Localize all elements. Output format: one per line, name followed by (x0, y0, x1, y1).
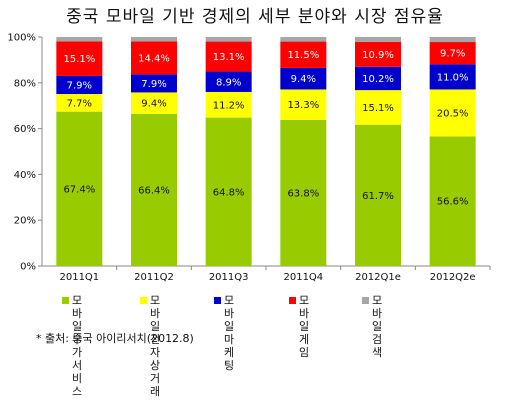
data-label: 64.8% (213, 187, 245, 198)
data-label: 8.9% (216, 77, 241, 88)
data-label: 7.7% (67, 98, 92, 109)
chart-title: 중국 모바일 기반 경제의 세부 분야와 시장 점유율 (66, 7, 444, 27)
bar-segment (355, 37, 401, 42)
bar-segment (355, 41, 401, 67)
bar-segment (205, 117, 252, 266)
bar-segment (131, 113, 177, 266)
bar-segment (205, 41, 252, 72)
bar-segment (280, 41, 327, 68)
bar-segment (429, 37, 476, 43)
bar-segment (205, 71, 252, 92)
data-label: 7.9% (67, 80, 92, 91)
bar-segment (131, 74, 177, 93)
y-tick-label: 80% (14, 78, 36, 89)
data-label: 20.5% (437, 108, 469, 119)
data-label: 11.2% (213, 100, 245, 111)
legend-label: 모바일 검색 (372, 294, 383, 359)
bar-segment (131, 37, 177, 42)
legend-label: 모바일 전자상거래 (150, 294, 161, 398)
bar-segment (280, 119, 327, 266)
x-tick-label: 2011Q3 (209, 272, 249, 283)
bar-segment (131, 92, 177, 114)
legend-label: 모바일 부가서비스 (72, 294, 83, 398)
data-label: 9.4% (291, 74, 316, 85)
bar-segment (280, 89, 327, 120)
bar-segment (205, 91, 252, 118)
bar-segment (280, 37, 327, 42)
x-tick-label: 2011Q2 (134, 272, 174, 283)
data-label: 13.1% (213, 52, 245, 63)
data-label: 7.9% (141, 79, 166, 90)
legend-swatch (62, 297, 69, 304)
bar-segment (429, 136, 476, 266)
bar-segment (280, 67, 327, 90)
data-label: 14.4% (138, 53, 170, 64)
legend-swatch (289, 297, 296, 304)
y-tick-label: 0% (20, 262, 36, 273)
data-label: 56.6% (437, 197, 469, 208)
data-label: 9.4% (141, 99, 166, 110)
source-note: * 출처: 중국 아이리서치(2012.8) (36, 332, 194, 345)
bar-segment (131, 41, 177, 75)
y-tick-label: 100% (7, 33, 36, 44)
legend-label: 모바일 마케팅 (224, 294, 235, 372)
y-tick-label: 60% (14, 124, 36, 135)
data-label: 10.2% (362, 74, 394, 85)
bar-segment (56, 75, 103, 95)
bar-segment (355, 90, 401, 125)
legend-swatch (362, 297, 369, 304)
bar-segment (429, 89, 476, 137)
data-label: 11.0% (437, 72, 469, 83)
y-tick-label: 40% (14, 170, 36, 181)
data-label: 63.8% (287, 188, 319, 199)
data-label: 67.4% (63, 184, 95, 195)
bar-segment (56, 94, 103, 112)
bar-segment (429, 64, 476, 90)
legend-swatch (140, 297, 147, 304)
data-label: 15.1% (362, 103, 394, 114)
data-label: 66.4% (138, 185, 170, 196)
x-tick-label: 2011Q1 (59, 272, 99, 283)
bar-segment (56, 41, 103, 76)
bar-segment (355, 124, 401, 266)
data-label: 13.3% (287, 100, 319, 111)
data-label: 15.1% (63, 54, 95, 65)
x-tick-label: 2012Q2e (430, 272, 476, 283)
legend-swatch (214, 297, 221, 304)
bar-segment (56, 37, 103, 42)
chart-legend: 모바일 부가서비스 모바일 전자상거래 모바일 마케팅 모바일 게임 모바일 검… (62, 294, 502, 398)
y-tick-label: 20% (14, 216, 36, 227)
data-label: 61.7% (362, 191, 394, 202)
data-label: 9.7% (440, 49, 465, 60)
legend-label: 모바일 게임 (299, 294, 310, 359)
x-tick-label: 2011Q4 (283, 272, 323, 283)
x-tick-label: 2012Q1e (355, 272, 401, 283)
bar-segment (355, 66, 401, 91)
bar-segment (56, 111, 103, 267)
bar-segment (205, 37, 252, 42)
data-label: 11.5% (287, 50, 319, 61)
data-label: 10.9% (362, 50, 394, 61)
bar-segment (429, 42, 476, 65)
